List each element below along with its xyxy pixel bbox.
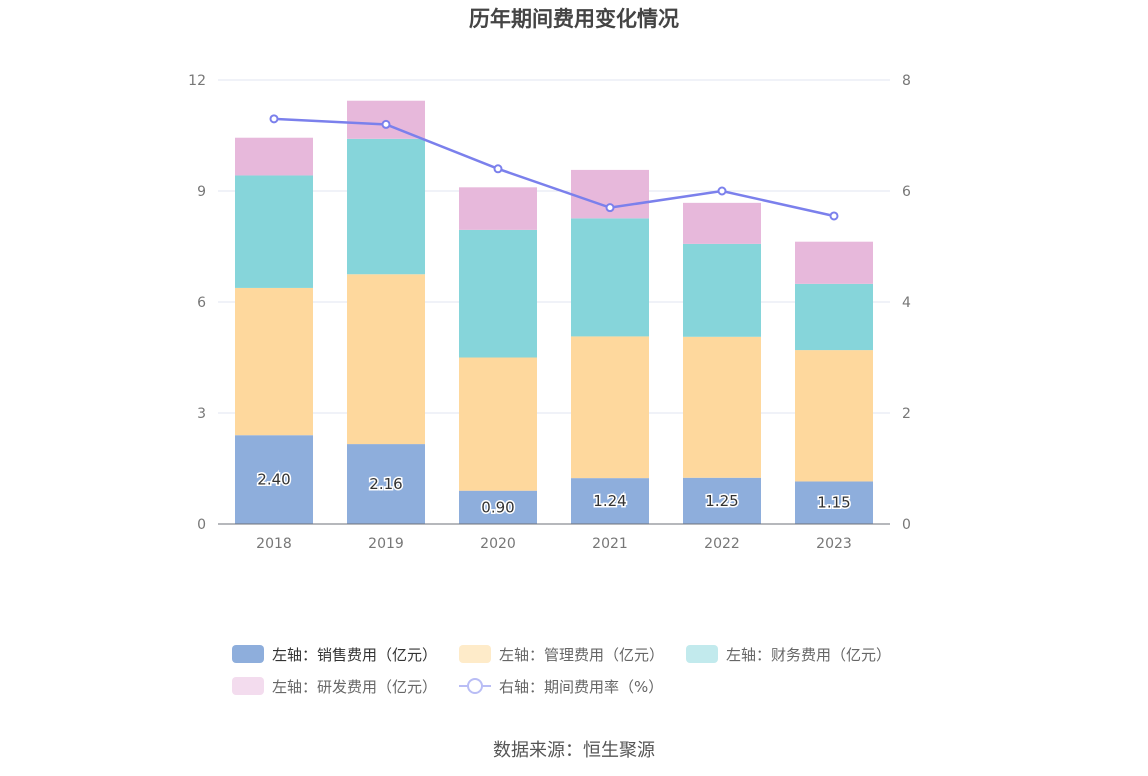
legend-label-expense-rate: 右轴：期间费用率（%） — [499, 677, 664, 696]
expense-rate-point[interactable] — [493, 164, 503, 174]
legend-swatch-rnd — [232, 677, 264, 695]
bar-admin[interactable] — [235, 287, 313, 436]
legend-swatch-sales — [232, 645, 264, 663]
bar-rnd[interactable] — [795, 241, 873, 284]
data-label: 2.40 — [257, 471, 290, 489]
legend-label-finance: 左轴：财务费用（亿元） — [726, 645, 892, 664]
data-label: 2.16 — [369, 475, 402, 493]
bar-sales[interactable] — [683, 477, 761, 524]
y-left-tick-label: 9 — [197, 184, 206, 200]
bar-rnd[interactable] — [459, 187, 537, 230]
bar-sales[interactable] — [235, 435, 313, 524]
bar-admin[interactable] — [795, 350, 873, 482]
y-right-tick-label: 0 — [902, 517, 911, 533]
x-tick-label: 2023 — [816, 536, 852, 552]
legend-swatch-finance — [686, 645, 719, 663]
bar-sales[interactable] — [347, 444, 425, 524]
bar-sales[interactable] — [459, 490, 537, 524]
bar-admin[interactable] — [459, 357, 537, 491]
data-label: 1.24 — [593, 492, 626, 510]
chart-title: 历年期间费用变化情况 — [469, 7, 679, 31]
legend-label-sales: 左轴：销售费用（亿元） — [272, 645, 438, 664]
data-label: 1.15 — [817, 494, 850, 512]
legend-item-admin[interactable]: 左轴：管理费用（亿元） — [459, 644, 664, 665]
bar-finance[interactable] — [571, 218, 649, 337]
expense-rate-point[interactable] — [269, 114, 279, 124]
x-tick-label: 2021 — [592, 536, 628, 552]
bar-sales[interactable] — [571, 478, 649, 524]
data-label: 0.90 — [481, 498, 514, 516]
bar-finance[interactable] — [347, 138, 425, 275]
y-left-tick-label: 0 — [197, 517, 206, 533]
data-source: 数据来源：恒生聚源 — [493, 740, 655, 761]
bar-admin[interactable] — [347, 274, 425, 445]
legend: 左轴：销售费用（亿元） 左轴：管理费用（亿元） 左轴：财务费用（亿元） 左轴：研… — [232, 638, 932, 702]
legend-item-finance[interactable]: 左轴：财务费用（亿元） — [686, 644, 891, 665]
legend-label-rnd: 左轴：研发费用（亿元） — [272, 677, 438, 696]
legend-label-admin: 左轴：管理费用（亿元） — [499, 645, 665, 664]
expense-rate-point[interactable] — [829, 211, 839, 221]
legend-item-rnd[interactable]: 左轴：研发费用（亿元） — [232, 676, 437, 697]
y-right-tick-label: 8 — [902, 73, 911, 89]
y-right-tick-label: 6 — [902, 184, 911, 200]
bar-finance[interactable] — [459, 229, 537, 358]
bar-finance[interactable] — [683, 243, 761, 337]
y-left-tick-label: 12 — [188, 73, 206, 89]
legend-swatch-admin — [459, 645, 492, 663]
bar-finance[interactable] — [235, 175, 313, 288]
x-tick-label: 2019 — [368, 536, 404, 552]
bar-sales[interactable] — [795, 481, 873, 524]
y-left-tick-label: 3 — [197, 406, 206, 422]
x-tick-label: 2020 — [480, 536, 516, 552]
bar-admin[interactable] — [683, 336, 761, 478]
expense-rate-point[interactable] — [605, 203, 615, 213]
data-label: 1.25 — [705, 492, 738, 510]
y-left-tick-label: 6 — [197, 295, 206, 311]
legend-item-sales[interactable]: 左轴：销售费用（亿元） — [232, 644, 437, 665]
y-right-tick-label: 4 — [902, 295, 911, 311]
legend-swatch-expense-rate — [459, 677, 492, 695]
bar-rnd[interactable] — [235, 137, 313, 176]
bar-admin[interactable] — [571, 336, 649, 479]
bar-rnd[interactable] — [683, 202, 761, 244]
expense-rate-point[interactable] — [381, 119, 391, 129]
expense-rate-line — [273, 117, 835, 218]
legend-item-expense-rate[interactable]: 右轴：期间费用率（%） — [459, 676, 663, 697]
bar-rnd[interactable] — [347, 100, 425, 139]
y-right-tick-label: 2 — [902, 406, 911, 422]
x-tick-label: 2022 — [704, 536, 740, 552]
expense-rate-point[interactable] — [717, 186, 727, 196]
bar-finance[interactable] — [795, 283, 873, 351]
x-tick-label: 2018 — [256, 536, 292, 552]
